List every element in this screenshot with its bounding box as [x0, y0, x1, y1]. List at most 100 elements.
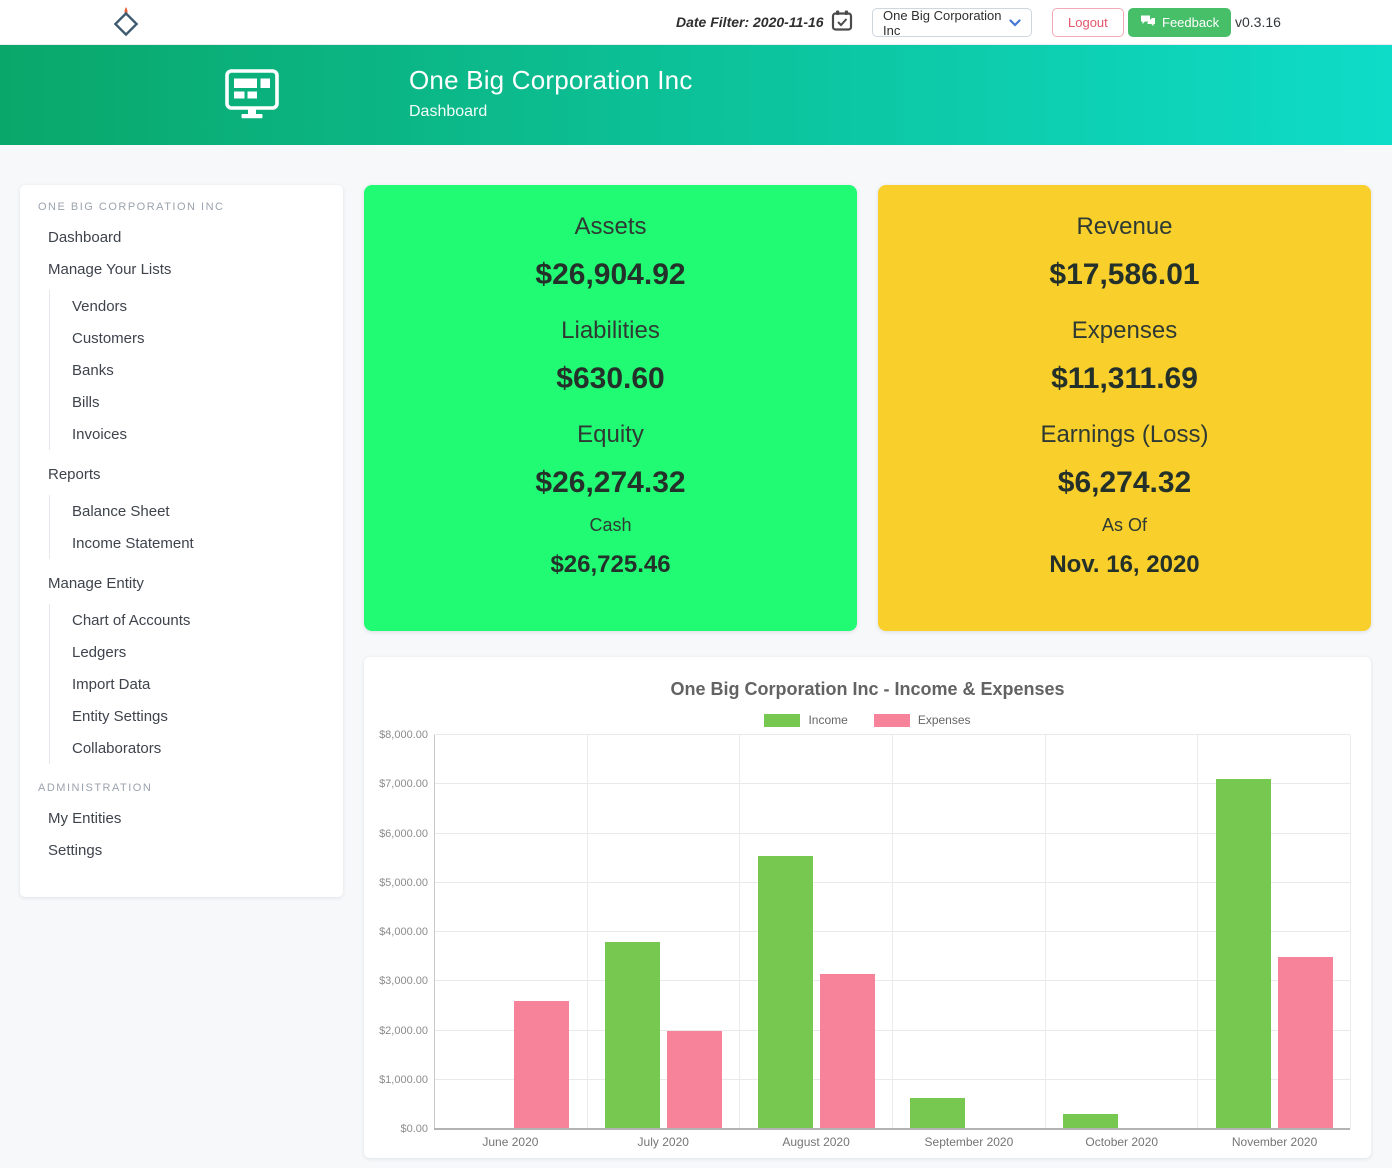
- gridline: [434, 1078, 1350, 1080]
- sidebar-item-balance-sheet[interactable]: Balance Sheet: [72, 502, 170, 520]
- sidebar-item-chart-of-accounts[interactable]: Chart of Accounts: [72, 611, 191, 629]
- liabilities-label: Liabilities: [561, 317, 660, 344]
- revenue-value: $17,586.01: [1049, 258, 1200, 291]
- sidebar-item-manage-your-lists[interactable]: Manage Your Lists: [48, 260, 172, 278]
- page-subtitle: Dashboard: [409, 103, 488, 120]
- income-bar-october-2020: [1063, 1114, 1119, 1129]
- expenses-value: $11,311.69: [1051, 362, 1198, 395]
- earnings-loss-value: $6,274.32: [1057, 466, 1192, 499]
- y-tick-label: $3,000.00: [379, 975, 428, 988]
- cash-label: Cash: [589, 515, 632, 535]
- gridline: [434, 734, 1350, 735]
- chart-title: One Big Corporation Inc - Income & Expen…: [670, 679, 1065, 699]
- as-of-label: As Of: [1101, 515, 1147, 535]
- y-tick-label: $0.00: [400, 1123, 428, 1135]
- balance-summary-card: Assets $26,904.92 Liabilities $630.60 Equity…: [364, 185, 857, 631]
- revenue-label: Revenue: [1076, 213, 1173, 240]
- legend-entry-income[interactable]: Income: [764, 713, 848, 727]
- assets-label: Assets: [574, 213, 647, 240]
- speech-bubbles-icon: [1140, 14, 1156, 31]
- x-tick-label: July 2020: [637, 1135, 689, 1149]
- income-summary-card: Revenue $17,586.01 Expenses $11,311.69 Earni…: [878, 185, 1371, 631]
- legend-entry-expenses[interactable]: Expenses: [873, 713, 971, 727]
- sidebar: ONE BIG CORPORATION INC Dashboard Manage …: [20, 185, 343, 897]
- y-tick-label: $5,000.00: [379, 876, 428, 889]
- earnings-loss-label: Earnings (Loss): [1040, 421, 1209, 448]
- calendar-button[interactable]: [829, 9, 855, 35]
- y-tick-label: $4,000.00: [379, 926, 428, 938]
- sidebar-item-entity-settings[interactable]: Entity Settings: [72, 707, 168, 725]
- chart-legend: Income Expenses: [364, 713, 1371, 727]
- x-tick-label: September 2020: [924, 1135, 1014, 1149]
- y-tick-label: $6,000.00: [379, 827, 428, 840]
- sidebar-item-import-data[interactable]: Import Data: [72, 675, 151, 693]
- chart-x-axis-labels: June 2020 July 2020 August 2020 September 2…: [434, 1135, 1351, 1149]
- sidebar-subgroup: Vendors Customers Banks Bills Invoices: [49, 290, 327, 450]
- equity-label: Equity: [577, 421, 644, 448]
- logout-button[interactable]: Logout: [1052, 8, 1124, 37]
- sidebar-admin-header: ADMINISTRATION: [38, 782, 153, 794]
- topbar: Date Filter: 2020-11-16 One Big Corporat…: [0, 0, 1392, 45]
- expenses-label: Expenses: [1071, 317, 1178, 344]
- expenses-bar-august-2020: [819, 973, 875, 1129]
- x-tick-label: November 2020: [1231, 1135, 1318, 1149]
- expenses-bar-july-2020: [667, 1030, 722, 1129]
- income-bar-november-2020: [1215, 779, 1271, 1129]
- dashboard-monitor-icon: [225, 69, 279, 126]
- calendar-check-icon: [830, 10, 854, 36]
- assets-value: $26,904.92: [535, 258, 686, 291]
- sidebar-entity-header: ONE BIG CORPORATION INC: [38, 201, 225, 213]
- expenses-bar-november-2020: [1277, 956, 1333, 1129]
- category-october-2020: [1044, 735, 1198, 1129]
- sidebar-item-my-entities[interactable]: My Entities: [48, 809, 122, 827]
- sidebar-item-bills[interactable]: Bills: [72, 393, 100, 411]
- category-june-2020: [434, 735, 587, 1129]
- income-expenses-chart-card: One Big Corporation Inc - Income & Expen…: [364, 657, 1371, 1158]
- gridline: [434, 783, 1350, 785]
- as-of-value: Nov. 16, 2020: [1049, 551, 1200, 578]
- feedback-button[interactable]: Feedback: [1128, 8, 1232, 37]
- app-logo-icon[interactable]: [110, 5, 142, 44]
- income-bar-august-2020: [757, 855, 813, 1129]
- sidebar-item-ledgers[interactable]: Ledgers: [72, 643, 127, 661]
- sidebar-item-vendors[interactable]: Vendors: [72, 297, 128, 315]
- income-bar-september-2020: [910, 1097, 966, 1129]
- y-tick-label: $7,000.00: [379, 778, 428, 791]
- category-july-2020: [586, 735, 740, 1129]
- legend-label-income: Income: [808, 713, 848, 727]
- entity-dropdown-value: One Big Corporation Inc: [883, 7, 1002, 38]
- sidebar-item-invoices[interactable]: Invoices: [72, 425, 128, 443]
- equity-value: $26,274.32: [535, 466, 686, 499]
- x-tick-label: August 2020: [782, 1135, 850, 1149]
- y-tick-label: $2,000.00: [379, 1024, 428, 1037]
- sidebar-item-dashboard[interactable]: Dashboard: [48, 228, 122, 246]
- sidebar-item-reports[interactable]: Reports: [48, 465, 101, 483]
- income-bar-july-2020: [605, 941, 660, 1129]
- category-november-2020: [1197, 735, 1350, 1129]
- y-tick-label: $8,000.00: [379, 729, 428, 741]
- chart-bars: [434, 735, 1350, 1129]
- sidebar-item-income-statement[interactable]: Income Statement: [72, 534, 194, 552]
- chart-x-axis-line: [434, 1128, 1350, 1130]
- sidebar-item-customers[interactable]: Customers: [72, 329, 145, 347]
- sidebar-item-manage-entity[interactable]: Manage Entity: [48, 574, 144, 592]
- chart-y-axis-labels: $0.00 $1,000.00 $2,000.00 $3,000.00 $4,000.0…: [372, 729, 428, 1135]
- sidebar-item-collaborators[interactable]: Collaborators: [72, 739, 162, 757]
- sidebar-item-settings[interactable]: Settings: [48, 841, 103, 859]
- feedback-button-label: Feedback: [1162, 15, 1220, 30]
- expenses-bar-june-2020: [514, 1000, 570, 1129]
- category-september-2020: [892, 735, 1045, 1129]
- category-august-2020: [739, 735, 892, 1129]
- gridline: [434, 832, 1350, 834]
- sidebar-subgroup: Balance Sheet Income Statement: [49, 495, 327, 559]
- sidebar-item-banks[interactable]: Banks: [72, 361, 114, 379]
- gridline: [434, 1029, 1350, 1031]
- x-tick-label: June 2020: [482, 1135, 539, 1149]
- legend-label-expenses: Expenses: [917, 713, 971, 727]
- sidebar-admin-nav: My Entities Settings: [20, 798, 343, 868]
- entity-dropdown[interactable]: One Big Corporation Inc: [872, 7, 1032, 38]
- x-tick-label: October 2020: [1085, 1135, 1159, 1149]
- sidebar-nav: Dashboard Manage Your Lists Vendors Custome…: [20, 217, 343, 774]
- gridline: [434, 931, 1350, 932]
- chevron-down-icon: [1009, 15, 1021, 30]
